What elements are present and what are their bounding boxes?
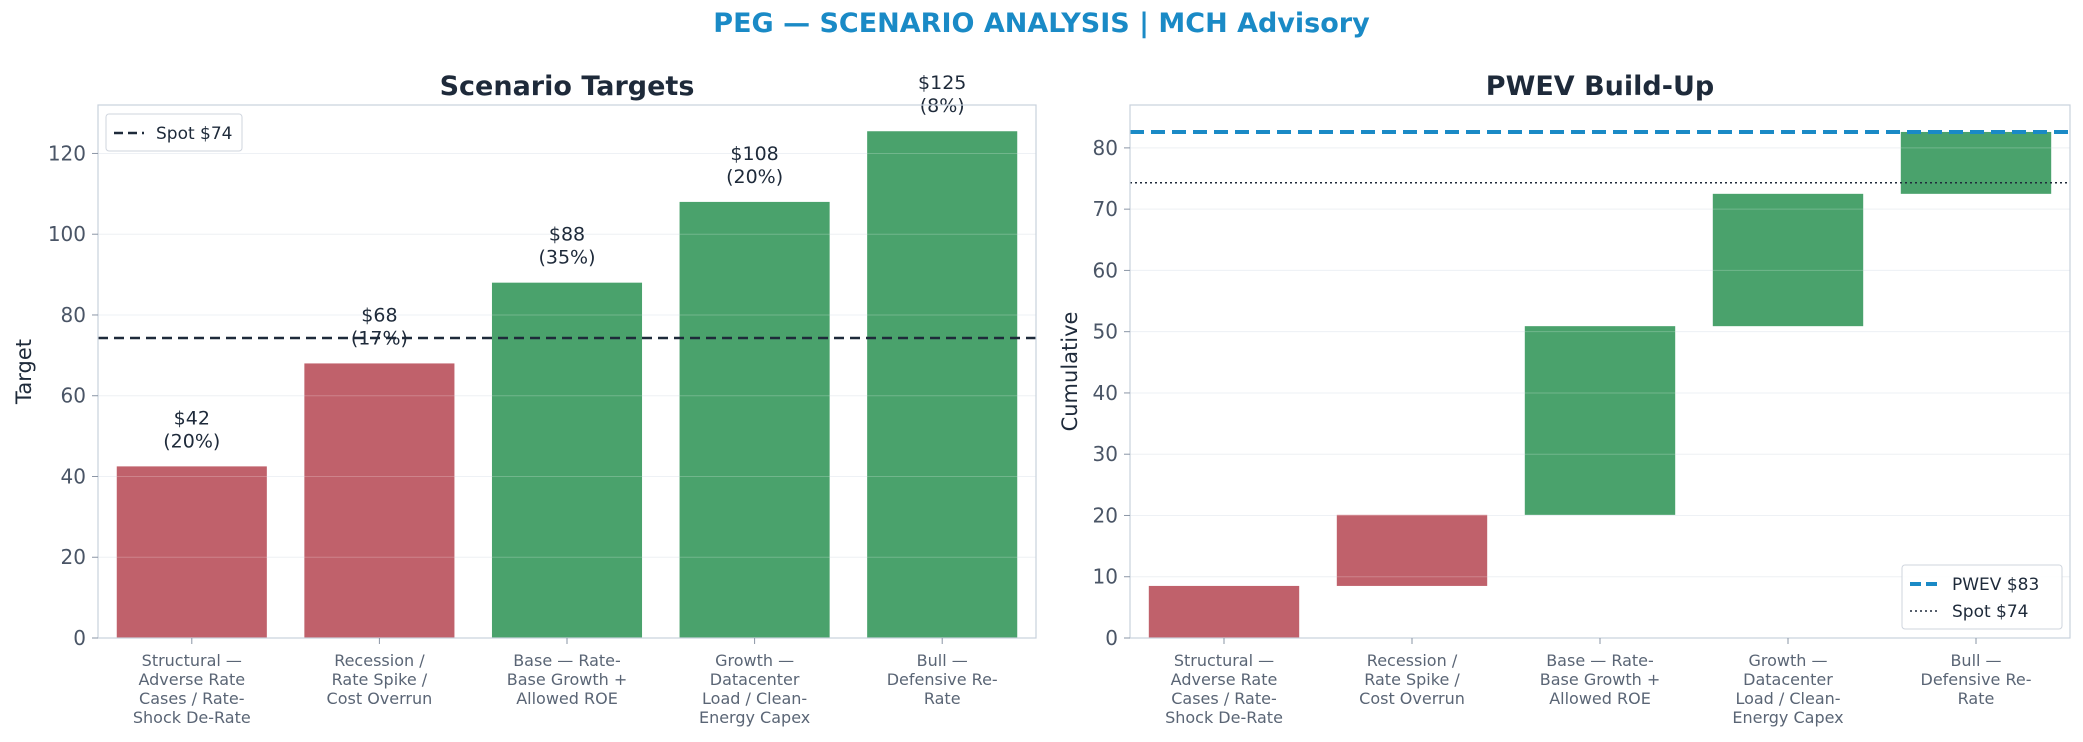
x-tick-label: Base — Rate-Base Growth + Allowed ROE <box>1540 651 1660 708</box>
x-tick-label-line: Cost Overrun <box>1359 689 1465 708</box>
x-tick-label-line: Allowed ROE <box>516 689 618 708</box>
data-label: $68 <box>361 304 397 326</box>
data-label: (35%) <box>538 247 595 269</box>
bar <box>116 466 267 638</box>
y-tick-label: 60 <box>61 384 86 408</box>
x-tick-label-line: Datacenter <box>710 670 800 689</box>
data-label: $125 <box>918 72 966 94</box>
x-tick-label-line: Adverse Rate <box>138 670 245 689</box>
page-title: PEG — SCENARIO ANALYSIS | MCH Advisory <box>713 8 1370 39</box>
legend-box <box>1901 564 2063 630</box>
x-tick-label-line: Rate Spike / <box>1364 670 1460 689</box>
bar <box>491 282 643 638</box>
pwev-buildup-panel: 0 10 20 30 40 50 60 70 80 Structural — Adverse Rat… <box>1058 71 2071 727</box>
x-tick-label-line: Load / Clean- <box>702 689 807 708</box>
y-tick-label: 80 <box>1093 136 1118 160</box>
x-tick-label-line: Cost Overrun <box>327 689 433 708</box>
y-tick-label: 0 <box>73 626 86 650</box>
data-label: (20%) <box>163 430 220 452</box>
data-label: (20%) <box>726 166 783 188</box>
bar <box>1712 193 1864 327</box>
legend-box <box>105 113 243 152</box>
x-tick-label-line: Base — Rate- <box>513 651 621 670</box>
x-tick-label-line: Shock De-Rate <box>1165 708 1283 727</box>
x-tick-label-line: Shock De-Rate <box>133 708 251 727</box>
bar <box>867 131 1018 638</box>
y-tick-label: 70 <box>1093 197 1118 221</box>
bar <box>1148 585 1300 638</box>
x-tick-label-line: Base Growth + <box>507 670 627 689</box>
x-tick-label-line: Rate Spike / <box>332 670 428 689</box>
y-tick-label: 60 <box>1093 258 1118 282</box>
bar <box>1336 514 1488 586</box>
legend-label: Spot $74 <box>156 124 233 144</box>
y-tick-label: 20 <box>1093 503 1118 527</box>
y-tick-label: 10 <box>1093 565 1118 589</box>
x-tick-label-line: Base — Rate- <box>1546 651 1654 670</box>
y-tick-label: 50 <box>1093 320 1118 344</box>
panel-title: Scenario Targets <box>440 71 695 102</box>
x-tick-label: Bull — Defensive Re-Rate <box>1921 651 2032 708</box>
y-axis-label: Cumulative <box>1058 312 1082 432</box>
data-label: $88 <box>549 224 585 246</box>
scenario-targets-panel: $42(20%)$68(17%)$88(35%)$108(20%)$125(8%… <box>12 71 1037 727</box>
x-tick-label-line: Datacenter <box>1743 670 1833 689</box>
x-tick-label-line: Structural — <box>142 651 242 670</box>
x-tick-label-line: Recession / <box>1367 651 1458 670</box>
data-label: (8%) <box>920 95 965 117</box>
legend: PWEV $83 Spot $74 <box>1901 564 2063 630</box>
x-tick-label-line: Growth — <box>1749 651 1828 670</box>
y-tick-label: 40 <box>1093 381 1118 405</box>
x-tick-label-line: Bull — <box>1950 651 2001 670</box>
y-tick-label: 20 <box>61 545 86 569</box>
x-tick-label: Growth — Datacenter Load / Clean-Energy Ca… <box>1732 651 1843 727</box>
x-tick-label-line: Adverse Rate <box>1171 670 1278 689</box>
bar <box>679 201 830 638</box>
y-tick-label: 0 <box>1105 626 1118 650</box>
x-tick-label-line: Base Growth + <box>1540 670 1660 689</box>
x-tick-label-line: Bull — <box>917 651 968 670</box>
x-tick-label: Structural — Adverse Rate Cases / Rate-Sho… <box>1165 651 1283 727</box>
data-label: $108 <box>730 143 778 165</box>
x-tick-label-line: Defensive Re- <box>1921 670 2032 689</box>
x-tick-label: Structural — Adverse Rate Cases / Rate-Sho… <box>133 651 251 727</box>
x-tick-label-line: Rate <box>924 689 961 708</box>
x-tick-label-line: Energy Capex <box>1732 708 1843 727</box>
x-tick-label-line: Allowed ROE <box>1549 689 1651 708</box>
x-tick-label: Growth — Datacenter Load / Clean-Energy Ca… <box>699 651 810 727</box>
data-label: $42 <box>174 407 210 429</box>
bar <box>1524 326 1676 515</box>
x-tick-label: Recession / Rate Spike / Cost Overrun <box>327 651 433 708</box>
y-tick-label: 30 <box>1093 442 1118 466</box>
bar <box>304 363 455 638</box>
x-tick-label-line: Cases / Rate- <box>139 689 245 708</box>
legend-label: Spot $74 <box>1952 602 2029 622</box>
y-axis-label: Target <box>12 339 36 405</box>
x-tick-label-line: Defensive Re- <box>887 670 998 689</box>
x-tick-label: Recession / Rate Spike / Cost Overrun <box>1359 651 1465 708</box>
x-tick-label-line: Cases / Rate- <box>1171 689 1277 708</box>
x-tick-label-line: Load / Clean- <box>1735 689 1840 708</box>
y-tick-label: 40 <box>61 464 86 488</box>
legend: Spot $74 <box>105 113 243 152</box>
x-tick-label-line: Recession / <box>334 651 425 670</box>
x-tick-label: Bull — Defensive Re-Rate <box>887 651 998 708</box>
y-tick-label: 80 <box>61 303 86 327</box>
data-label: (17%) <box>351 327 408 349</box>
y-tick-label: 120 <box>48 141 86 165</box>
x-tick-label: Base — Rate-Base Growth + Allowed ROE <box>507 651 627 708</box>
x-tick-label-line: Structural — <box>1174 651 1274 670</box>
x-tick-label-line: Growth — <box>715 651 794 670</box>
panel-title: PWEV Build-Up <box>1486 71 1714 102</box>
x-tick-label-line: Energy Capex <box>699 708 810 727</box>
y-tick-label: 100 <box>48 222 86 246</box>
legend-label: PWEV $83 <box>1952 575 2039 595</box>
x-tick-label-line: Rate <box>1958 689 1995 708</box>
bar <box>1900 131 2052 194</box>
